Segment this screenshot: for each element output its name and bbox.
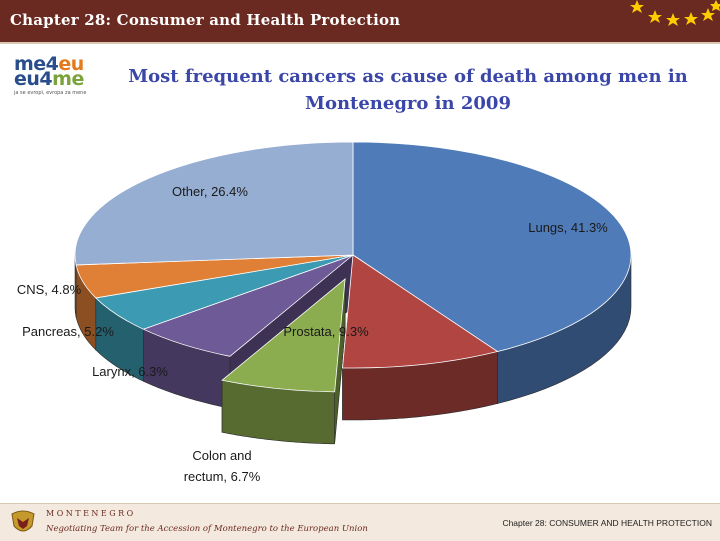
header-bar: Chapter 28: Consumer and Health Protecti… [0,0,720,44]
eu-stars-icon [630,0,720,26]
data-label-cns: CNS, 4.8% [17,282,82,297]
logo-text: eu4 [14,68,53,90]
me4eu-logo: me4eu eu4me ja se evropi, evropa za mene [14,55,106,97]
logo-tagline: ja se evropi, evropa za mene [14,90,87,96]
data-label-pancreas: Pancreas, 5.2% [22,324,114,339]
logo-text: me [52,68,84,90]
logo-text: me4 [14,53,59,75]
data-label-prostata: Prostata, 9.3% [283,324,369,339]
footer-country: MONTENEGRO [46,509,136,518]
footer-chapter: Chapter 28: CONSUMER AND HEALTH PROTECTI… [502,518,712,528]
footer-negotiating-team: Negotiating Team for the Accession of Mo… [46,524,368,534]
footer: MONTENEGRO Negotiating Team for the Acce… [0,503,720,541]
data-label-lungs: Lungs, 41.3% [528,220,608,235]
slice-colon-and-rectum [221,278,346,393]
logo-text: eu [58,53,84,75]
slice-lungs [352,141,632,352]
data-label-other: Other, 26.4% [172,184,248,199]
header-title: Chapter 28: Consumer and Health Protecti… [10,11,401,29]
data-label-larynx: Larynx, 6.3% [92,364,168,379]
slice-other [74,141,354,266]
slice-prostata [342,254,499,369]
data-label-colon-and-rectum: Colon and rectum, 6.7% [184,448,261,484]
montenegro-crest-icon [11,510,35,532]
chart-title: Most frequent cancers as cause of death … [128,66,688,114]
